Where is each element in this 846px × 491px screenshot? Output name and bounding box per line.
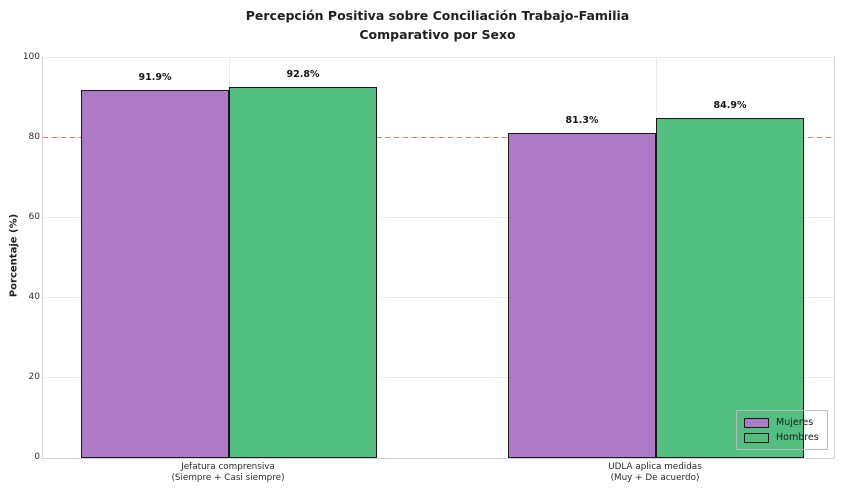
- x-tick-label-0: Jefatura comprensiva (Siempre + Casi siem…: [171, 462, 284, 485]
- chart-title-line1: Percepción Positiva sobre Conciliación T…: [245, 8, 630, 23]
- reference-line-80pct: [43, 137, 834, 138]
- plot-area: 91.9% 92.8% 81.3% 84.9%: [42, 57, 835, 459]
- x-tick-line: UDLA aplica medidas: [608, 462, 702, 472]
- gridline-horizontal: [43, 57, 834, 58]
- bar-hombres-0: [229, 86, 377, 458]
- bar-value-label: 81.3%: [565, 114, 599, 126]
- gridline-horizontal: [43, 297, 834, 298]
- y-tick-label: 100: [22, 52, 40, 62]
- legend-label: Mujeres: [776, 417, 814, 428]
- legend-swatch-mujeres: [744, 417, 769, 428]
- bar-value-label: 92.8%: [286, 68, 320, 80]
- legend-item-hombres: Hombres: [744, 432, 819, 443]
- bar-hombres-1: [656, 118, 804, 458]
- chart-title-line2: Comparativo por Sexo: [359, 26, 516, 42]
- bar-mujeres-0: [81, 90, 229, 458]
- y-tick-label: 20: [28, 372, 40, 382]
- y-tick-label: 80: [28, 132, 40, 142]
- bar-mujeres-1: [508, 132, 656, 458]
- x-tick-line: (Muy + De acuerdo): [610, 473, 700, 484]
- legend-swatch-hombres: [744, 432, 769, 443]
- legend: Mujeres Hombres: [736, 410, 828, 450]
- gridline-horizontal: [43, 217, 834, 218]
- legend-label: Hombres: [776, 432, 819, 443]
- gridline-horizontal: [43, 377, 834, 378]
- bar-value-label: 84.9%: [713, 100, 747, 112]
- y-tick-label: 60: [28, 212, 40, 222]
- legend-item-mujeres: Mujeres: [744, 417, 819, 428]
- y-tick-label: 40: [28, 292, 40, 302]
- x-tick-line: Jefatura comprensiva: [181, 462, 275, 472]
- x-tick-line: (Siempre + Casi siempre): [171, 473, 285, 484]
- bar-value-label: 91.9%: [138, 72, 172, 84]
- y-tick-label: 0: [34, 452, 40, 462]
- chart-title: Percepción Positiva sobre Conciliación T…: [42, 7, 833, 45]
- x-tick-label-1: UDLA aplica medidas (Muy + De acuerdo): [608, 462, 702, 485]
